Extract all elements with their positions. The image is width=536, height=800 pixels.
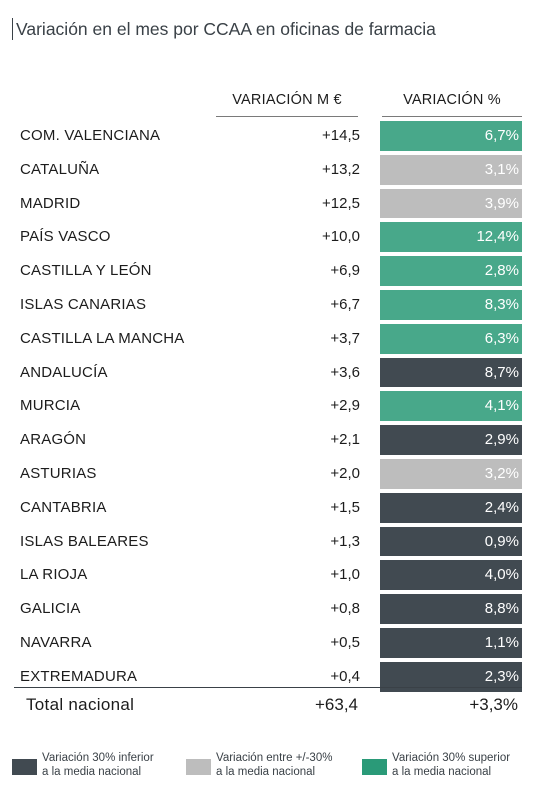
variacion-m-value: +2,1 (330, 431, 360, 449)
variacion-m-value: +6,7 (330, 295, 360, 313)
region-name: ASTURIAS (20, 464, 97, 482)
region-name: ISLAS CANARIAS (20, 295, 147, 313)
variacion-pct-cell: 3,2% (380, 458, 522, 489)
column-header-underline (382, 116, 522, 117)
variacion-pct-cell: 8,7% (380, 357, 522, 388)
total-variacion-pct: +3,3% (469, 695, 518, 714)
variacion-m-value: +13,2 (322, 160, 360, 178)
region-name: PAÍS VASCO (20, 228, 111, 246)
table-row: ISLAS CANARIAS +6,7 8,3% (0, 288, 536, 322)
region-name: CANTABRIA (20, 498, 107, 516)
region-name: CASTILLA LA MANCHA (20, 329, 185, 347)
variacion-pct-cell: 3,1% (380, 154, 522, 185)
variacion-pct-cell: 12,4% (380, 222, 522, 253)
total-divider (14, 687, 522, 688)
table-row: ANDALUCÍA +3,6 8,7% (0, 356, 536, 390)
legend-label: Variación entre +/-30% a la media naciona… (216, 752, 333, 778)
legend-swatch-within (186, 759, 211, 775)
table-row: MADRID +12,5 3,9% (0, 187, 536, 221)
variacion-m-value: +0,5 (330, 633, 360, 651)
variacion-m-value: +1,3 (330, 532, 360, 550)
variacion-pct-cell: 4,0% (380, 560, 522, 591)
variacion-m-value: +1,5 (330, 498, 360, 516)
variacion-pct-cell: 8,3% (380, 289, 522, 320)
chart-title: Variación en el mes por CCAA en oficinas… (12, 18, 436, 40)
variacion-m-value: +0,4 (330, 667, 360, 685)
column-header-underline (216, 116, 358, 117)
region-name: CASTILLA Y LEÓN (20, 262, 152, 280)
total-variacion-m: +63,4 (314, 695, 358, 714)
variacion-m-value: +2,9 (330, 397, 360, 415)
variacion-pct-cell: 2,3% (380, 661, 522, 692)
table-row: CASTILLA Y LEÓN +6,9 2,8% (0, 254, 536, 288)
region-name: ARAGÓN (20, 431, 87, 449)
legend-swatch-above (362, 759, 387, 775)
table-row: CASTILLA LA MANCHA +3,7 6,3% (0, 322, 536, 356)
legend-swatch-below (12, 759, 37, 775)
variacion-m-value: +0,8 (330, 600, 360, 618)
region-name: MADRID (20, 194, 81, 212)
table-body: COM. VALENCIANA +14,5 6,7% CATALUÑA +13,2 3,1… (0, 119, 536, 694)
table-row: NAVARRA +0,5 1,1% (0, 626, 536, 660)
table-row: MURCIA +2,9 4,1% (0, 389, 536, 423)
region-name: CATALUÑA (20, 160, 100, 178)
region-name: LA RIOJA (20, 566, 88, 584)
table-row: ASTURIAS +2,0 3,2% (0, 457, 536, 491)
region-name: COM. VALENCIANA (20, 127, 161, 144)
table-row: COM. VALENCIANA +14,5 6,7% (0, 119, 536, 153)
variacion-m-value: +3,6 (330, 363, 360, 381)
variacion-pct-cell: 6,7% (380, 121, 522, 151)
region-name: NAVARRA (20, 633, 92, 651)
region-name: ISLAS BALEARES (20, 532, 149, 550)
table-row: LA RIOJA +1,0 4,0% (0, 558, 536, 592)
variacion-pct-cell: 2,4% (380, 492, 522, 523)
variacion-m-value: +3,7 (330, 329, 360, 347)
region-name: MURCIA (20, 397, 81, 415)
legend-label: Variación 30% inferior a la media naciona… (42, 752, 154, 778)
variacion-pct-cell: 2,9% (380, 425, 522, 455)
region-name: ANDALUCÍA (20, 363, 108, 381)
variacion-pct-cell: 2,8% (380, 256, 522, 286)
variacion-m-value: +12,5 (322, 194, 360, 212)
table-row: CATALUÑA +13,2 3,1% (0, 153, 536, 187)
legend: Variación 30% inferior a la media naciona… (0, 749, 536, 789)
variacion-pct-cell: 4,1% (380, 391, 522, 422)
table-row: EXTREMADURA +0,4 2,3% (0, 660, 536, 694)
region-name: GALICIA (20, 600, 81, 618)
variacion-pct-cell: 6,3% (380, 323, 522, 354)
column-header-variacion-pct: VARIACIÓN % (403, 92, 501, 108)
variacion-m-value: +6,9 (330, 262, 360, 280)
variacion-pct-cell: 1,1% (380, 627, 522, 658)
region-name: EXTREMADURA (20, 667, 138, 685)
variacion-m-value: +10,0 (322, 228, 360, 246)
table-row: CANTABRIA +1,5 2,4% (0, 491, 536, 525)
variacion-m-value: +14,5 (322, 127, 360, 144)
variacion-pct-cell: 8,8% (380, 594, 522, 624)
legend-label: Variación 30% superior a la media naciona… (392, 752, 511, 778)
table-row: ISLAS BALEARES +1,3 0,9% (0, 525, 536, 559)
column-header-variacion-m: VARIACIÓN M € (232, 92, 342, 108)
variacion-m-value: +1,0 (330, 566, 360, 584)
variacion-pct-cell: 0,9% (380, 526, 522, 557)
total-label: Total nacional (26, 695, 135, 714)
table-row: PAÍS VASCO +10,0 12,4% (0, 220, 536, 254)
table-row: GALICIA +0,8 8,8% (0, 592, 536, 626)
variacion-pct-cell: 3,9% (380, 188, 522, 219)
table-row: ARAGÓN +2,1 2,9% (0, 423, 536, 457)
variacion-m-value: +2,0 (330, 464, 360, 482)
